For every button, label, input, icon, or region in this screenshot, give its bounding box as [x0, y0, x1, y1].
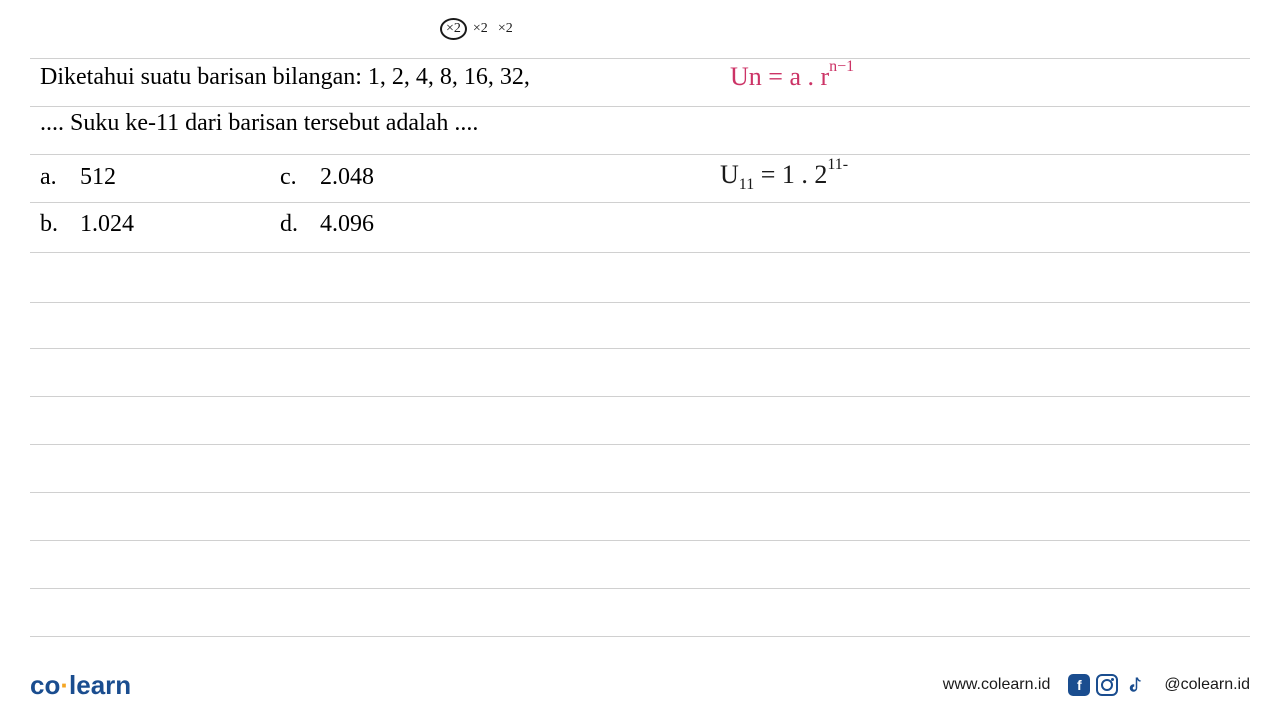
website-url: www.colearn.id	[943, 676, 1051, 694]
logo-dot: ·	[60, 670, 69, 700]
options-grid: a. 512 c. 2.048 b. 1.024 d. 4.096	[40, 164, 640, 238]
logo-co: co	[30, 670, 60, 700]
option-d: d. 4.096	[280, 211, 520, 238]
question-block: Diketahui suatu barisan bilangan: 1, 2, …	[40, 55, 640, 238]
formula-2-u: U	[720, 160, 739, 189]
option-letter-a: a.	[40, 164, 80, 191]
social-icons: f	[1068, 674, 1146, 696]
option-a: a. 512	[40, 164, 280, 191]
annotation-x2-b: ×2	[498, 21, 513, 36]
logo-learn: learn	[69, 670, 131, 700]
formula-1-exp: n−1	[829, 58, 854, 75]
footer-right: www.colearn.id f @colearn.id	[943, 674, 1250, 696]
formula-2-exp: 11-	[827, 156, 848, 173]
formula-2-sub: 11	[739, 176, 754, 193]
option-c: c. 2.048	[280, 164, 520, 191]
question-line-2: .... Suku ke-11 dari barisan tersebut ad…	[40, 110, 478, 136]
option-letter-c: c.	[280, 164, 320, 191]
option-value-b: 1.024	[80, 211, 134, 238]
formula-1-base: Un = a . r	[730, 62, 829, 91]
option-value-a: 512	[80, 164, 116, 191]
option-value-d: 4.096	[320, 211, 374, 238]
handwriting-formula-2: U11 = 1 . 211-	[720, 160, 848, 190]
instagram-icon	[1096, 674, 1118, 696]
option-b: b. 1.024	[40, 211, 280, 238]
handwriting-formula-1: Un = a . rn−1	[730, 62, 854, 92]
annotation-x2-a: ×2	[473, 21, 488, 36]
footer: co·learn www.colearn.id f @colearn.id	[0, 650, 1280, 720]
sequence-annotations: ×2 ×2 ×2	[440, 18, 513, 40]
annotation-x2-circled: ×2	[440, 18, 467, 40]
social-handle: @colearn.id	[1164, 676, 1250, 694]
question-line-1: Diketahui suatu barisan bilangan: 1, 2, …	[40, 64, 530, 90]
facebook-icon: f	[1068, 674, 1090, 696]
tiktok-icon	[1124, 674, 1146, 696]
option-letter-d: d.	[280, 211, 320, 238]
formula-2-rest: = 1 . 2	[754, 160, 827, 189]
logo: co·learn	[30, 670, 131, 701]
option-value-c: 2.048	[320, 164, 374, 191]
question-text: Diketahui suatu barisan bilangan: 1, 2, …	[40, 55, 640, 146]
option-letter-b: b.	[40, 211, 80, 238]
